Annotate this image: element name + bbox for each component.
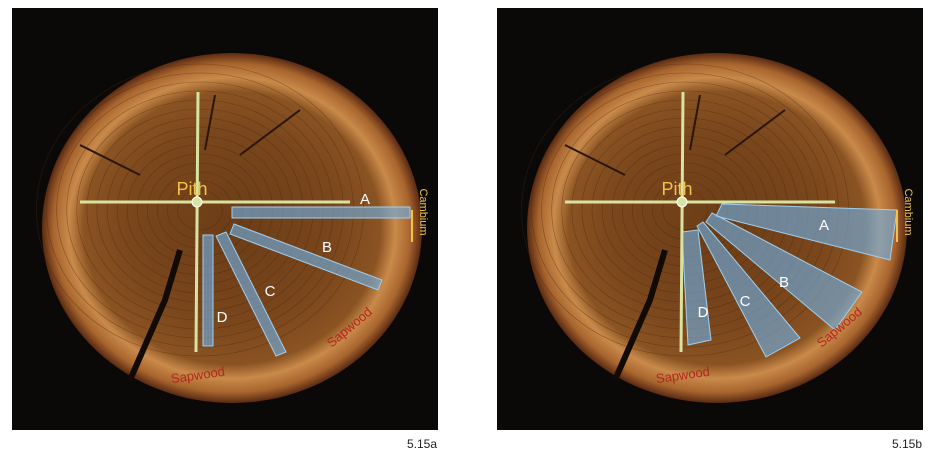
strip-label: D: [217, 309, 228, 326]
cambium-label: Cambium: [902, 188, 914, 235]
strip-label: C: [265, 283, 276, 300]
strip-label: B: [779, 274, 789, 291]
cambium-label: Cambium: [417, 188, 429, 235]
strip-label: D: [698, 304, 709, 321]
axis-line: [196, 92, 198, 352]
axis-line: [681, 92, 683, 352]
strip-label: B: [322, 239, 332, 256]
strip-label: A: [819, 217, 829, 234]
figure: PithABCDCambiumSapwoodSapwood5.15aPithAB…: [0, 0, 928, 455]
strip-label: C: [740, 293, 751, 310]
sample-strip: [232, 207, 410, 218]
pith-label: Pith: [176, 179, 207, 199]
strip-label: A: [360, 191, 370, 208]
figure-caption: 5.15b: [892, 437, 922, 451]
pith-label: Pith: [661, 179, 692, 199]
figure-caption: 5.15a: [407, 437, 437, 451]
sample-strip: [203, 235, 213, 346]
